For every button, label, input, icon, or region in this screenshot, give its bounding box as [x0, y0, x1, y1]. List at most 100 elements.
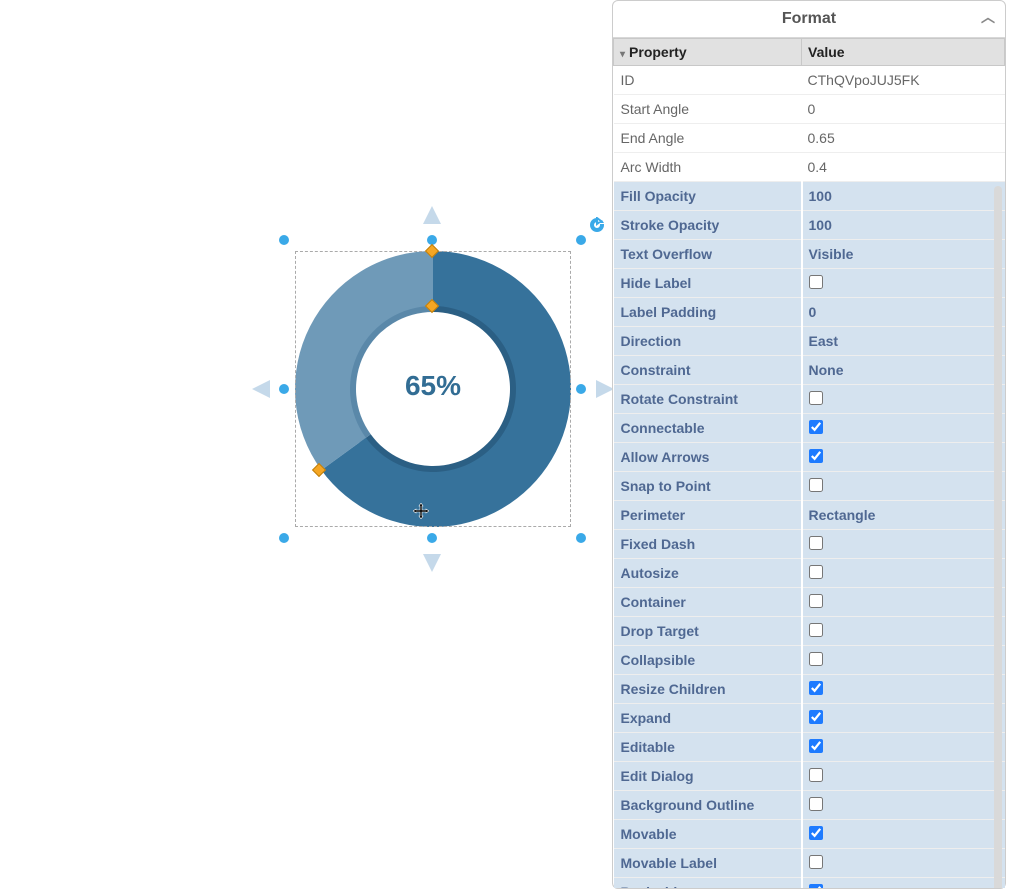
- prop-name: Text Overflow: [614, 240, 802, 269]
- prop-value[interactable]: [802, 414, 1005, 443]
- prop-value[interactable]: [802, 269, 1005, 298]
- prop-value[interactable]: 0: [802, 95, 1005, 124]
- prop-name: Resizable: [614, 878, 802, 889]
- prop-value[interactable]: East: [802, 327, 1005, 356]
- prop-row[interactable]: End Angle0.65: [614, 124, 1005, 153]
- col-property[interactable]: ▾Property: [614, 39, 802, 66]
- prop-checkbox[interactable]: [809, 739, 823, 753]
- prop-row[interactable]: Hide Label: [614, 269, 1005, 298]
- prop-row[interactable]: Movable Label: [614, 849, 1005, 878]
- prop-row[interactable]: Editable: [614, 733, 1005, 762]
- prop-value[interactable]: [802, 617, 1005, 646]
- prop-row[interactable]: Collapsible: [614, 646, 1005, 675]
- prop-value[interactable]: [802, 675, 1005, 704]
- prop-row[interactable]: Allow Arrows: [614, 443, 1005, 472]
- prop-row[interactable]: Edit Dialog: [614, 762, 1005, 791]
- prop-row[interactable]: Drop Target: [614, 617, 1005, 646]
- prop-value[interactable]: 0: [802, 298, 1005, 327]
- prop-value[interactable]: [802, 530, 1005, 559]
- prop-row[interactable]: Movable: [614, 820, 1005, 849]
- prop-row[interactable]: Snap to Point: [614, 472, 1005, 501]
- prop-value[interactable]: [802, 559, 1005, 588]
- prop-row[interactable]: ConstraintNone: [614, 356, 1005, 385]
- prop-row[interactable]: PerimeterRectangle: [614, 501, 1005, 530]
- prop-row[interactable]: Container: [614, 588, 1005, 617]
- prop-checkbox[interactable]: [809, 681, 823, 695]
- prop-value[interactable]: [802, 588, 1005, 617]
- prop-row[interactable]: DirectionEast: [614, 327, 1005, 356]
- prop-name: Start Angle: [614, 95, 802, 124]
- prop-value[interactable]: None: [802, 356, 1005, 385]
- prop-checkbox[interactable]: [809, 565, 823, 579]
- prop-value[interactable]: 100: [802, 211, 1005, 240]
- prop-row[interactable]: Autosize: [614, 559, 1005, 588]
- prop-value[interactable]: 0.65: [802, 124, 1005, 153]
- col-value[interactable]: Value: [802, 39, 1005, 66]
- extend-arrow-up[interactable]: [423, 206, 441, 224]
- prop-row[interactable]: Resizable: [614, 878, 1005, 889]
- prop-name: Fixed Dash: [614, 530, 802, 559]
- handle-se[interactable]: [576, 533, 586, 543]
- prop-value[interactable]: [802, 733, 1005, 762]
- handle-nw[interactable]: [279, 235, 289, 245]
- prop-value[interactable]: [802, 646, 1005, 675]
- extend-arrow-down[interactable]: [423, 554, 441, 572]
- prop-value[interactable]: CThQVpoJUJ5FK: [802, 66, 1005, 95]
- handle-s[interactable]: [427, 533, 437, 543]
- prop-row[interactable]: Start Angle0: [614, 95, 1005, 124]
- prop-value[interactable]: [802, 443, 1005, 472]
- prop-row[interactable]: Expand: [614, 704, 1005, 733]
- prop-checkbox[interactable]: [809, 623, 823, 637]
- prop-row[interactable]: Rotate Constraint: [614, 385, 1005, 414]
- canvas[interactable]: 65%: [0, 0, 612, 889]
- prop-row[interactable]: Background Outline: [614, 791, 1005, 820]
- handle-sw[interactable]: [279, 533, 289, 543]
- prop-row[interactable]: Fill Opacity100: [614, 182, 1005, 211]
- prop-value[interactable]: Visible: [802, 240, 1005, 269]
- prop-checkbox[interactable]: [809, 536, 823, 550]
- prop-value[interactable]: [802, 704, 1005, 733]
- prop-row[interactable]: IDCThQVpoJUJ5FK: [614, 66, 1005, 95]
- prop-row[interactable]: Resize Children: [614, 675, 1005, 704]
- prop-row[interactable]: Text OverflowVisible: [614, 240, 1005, 269]
- prop-name: Collapsible: [614, 646, 802, 675]
- prop-row[interactable]: Stroke Opacity100: [614, 211, 1005, 240]
- prop-checkbox[interactable]: [809, 768, 823, 782]
- handle-w[interactable]: [279, 384, 289, 394]
- extend-arrow-left[interactable]: [252, 380, 270, 398]
- prop-checkbox[interactable]: [809, 652, 823, 666]
- prop-name: Rotate Constraint: [614, 385, 802, 414]
- property-table-wrap: ▾Property Value IDCThQVpoJUJ5FKStart Ang…: [613, 38, 1005, 888]
- handle-e[interactable]: [576, 384, 586, 394]
- prop-checkbox[interactable]: [809, 855, 823, 869]
- prop-checkbox[interactable]: [809, 797, 823, 811]
- prop-name: Direction: [614, 327, 802, 356]
- prop-value[interactable]: [802, 791, 1005, 820]
- prop-value[interactable]: 0.4: [802, 153, 1005, 182]
- prop-value[interactable]: [802, 878, 1005, 889]
- prop-checkbox[interactable]: [809, 884, 823, 889]
- chevron-up-icon[interactable]: ︿: [981, 7, 995, 27]
- prop-checkbox[interactable]: [809, 420, 823, 434]
- prop-row[interactable]: Arc Width0.4: [614, 153, 1005, 182]
- prop-value[interactable]: [802, 385, 1005, 414]
- prop-checkbox[interactable]: [809, 594, 823, 608]
- prop-value[interactable]: [802, 762, 1005, 791]
- prop-value[interactable]: 100: [802, 182, 1005, 211]
- prop-checkbox[interactable]: [809, 449, 823, 463]
- scrollbar-thumb[interactable]: [994, 186, 1002, 888]
- prop-checkbox[interactable]: [809, 391, 823, 405]
- prop-checkbox[interactable]: [809, 275, 823, 289]
- prop-checkbox[interactable]: [809, 478, 823, 492]
- prop-value[interactable]: Rectangle: [802, 501, 1005, 530]
- prop-row[interactable]: Connectable: [614, 414, 1005, 443]
- rotate-handle[interactable]: [589, 217, 605, 233]
- prop-row[interactable]: Fixed Dash: [614, 530, 1005, 559]
- prop-value[interactable]: [802, 820, 1005, 849]
- prop-checkbox[interactable]: [809, 710, 823, 724]
- prop-row[interactable]: Label Padding0: [614, 298, 1005, 327]
- prop-value[interactable]: [802, 472, 1005, 501]
- prop-checkbox[interactable]: [809, 826, 823, 840]
- prop-value[interactable]: [802, 849, 1005, 878]
- scrollbar[interactable]: [993, 186, 1003, 888]
